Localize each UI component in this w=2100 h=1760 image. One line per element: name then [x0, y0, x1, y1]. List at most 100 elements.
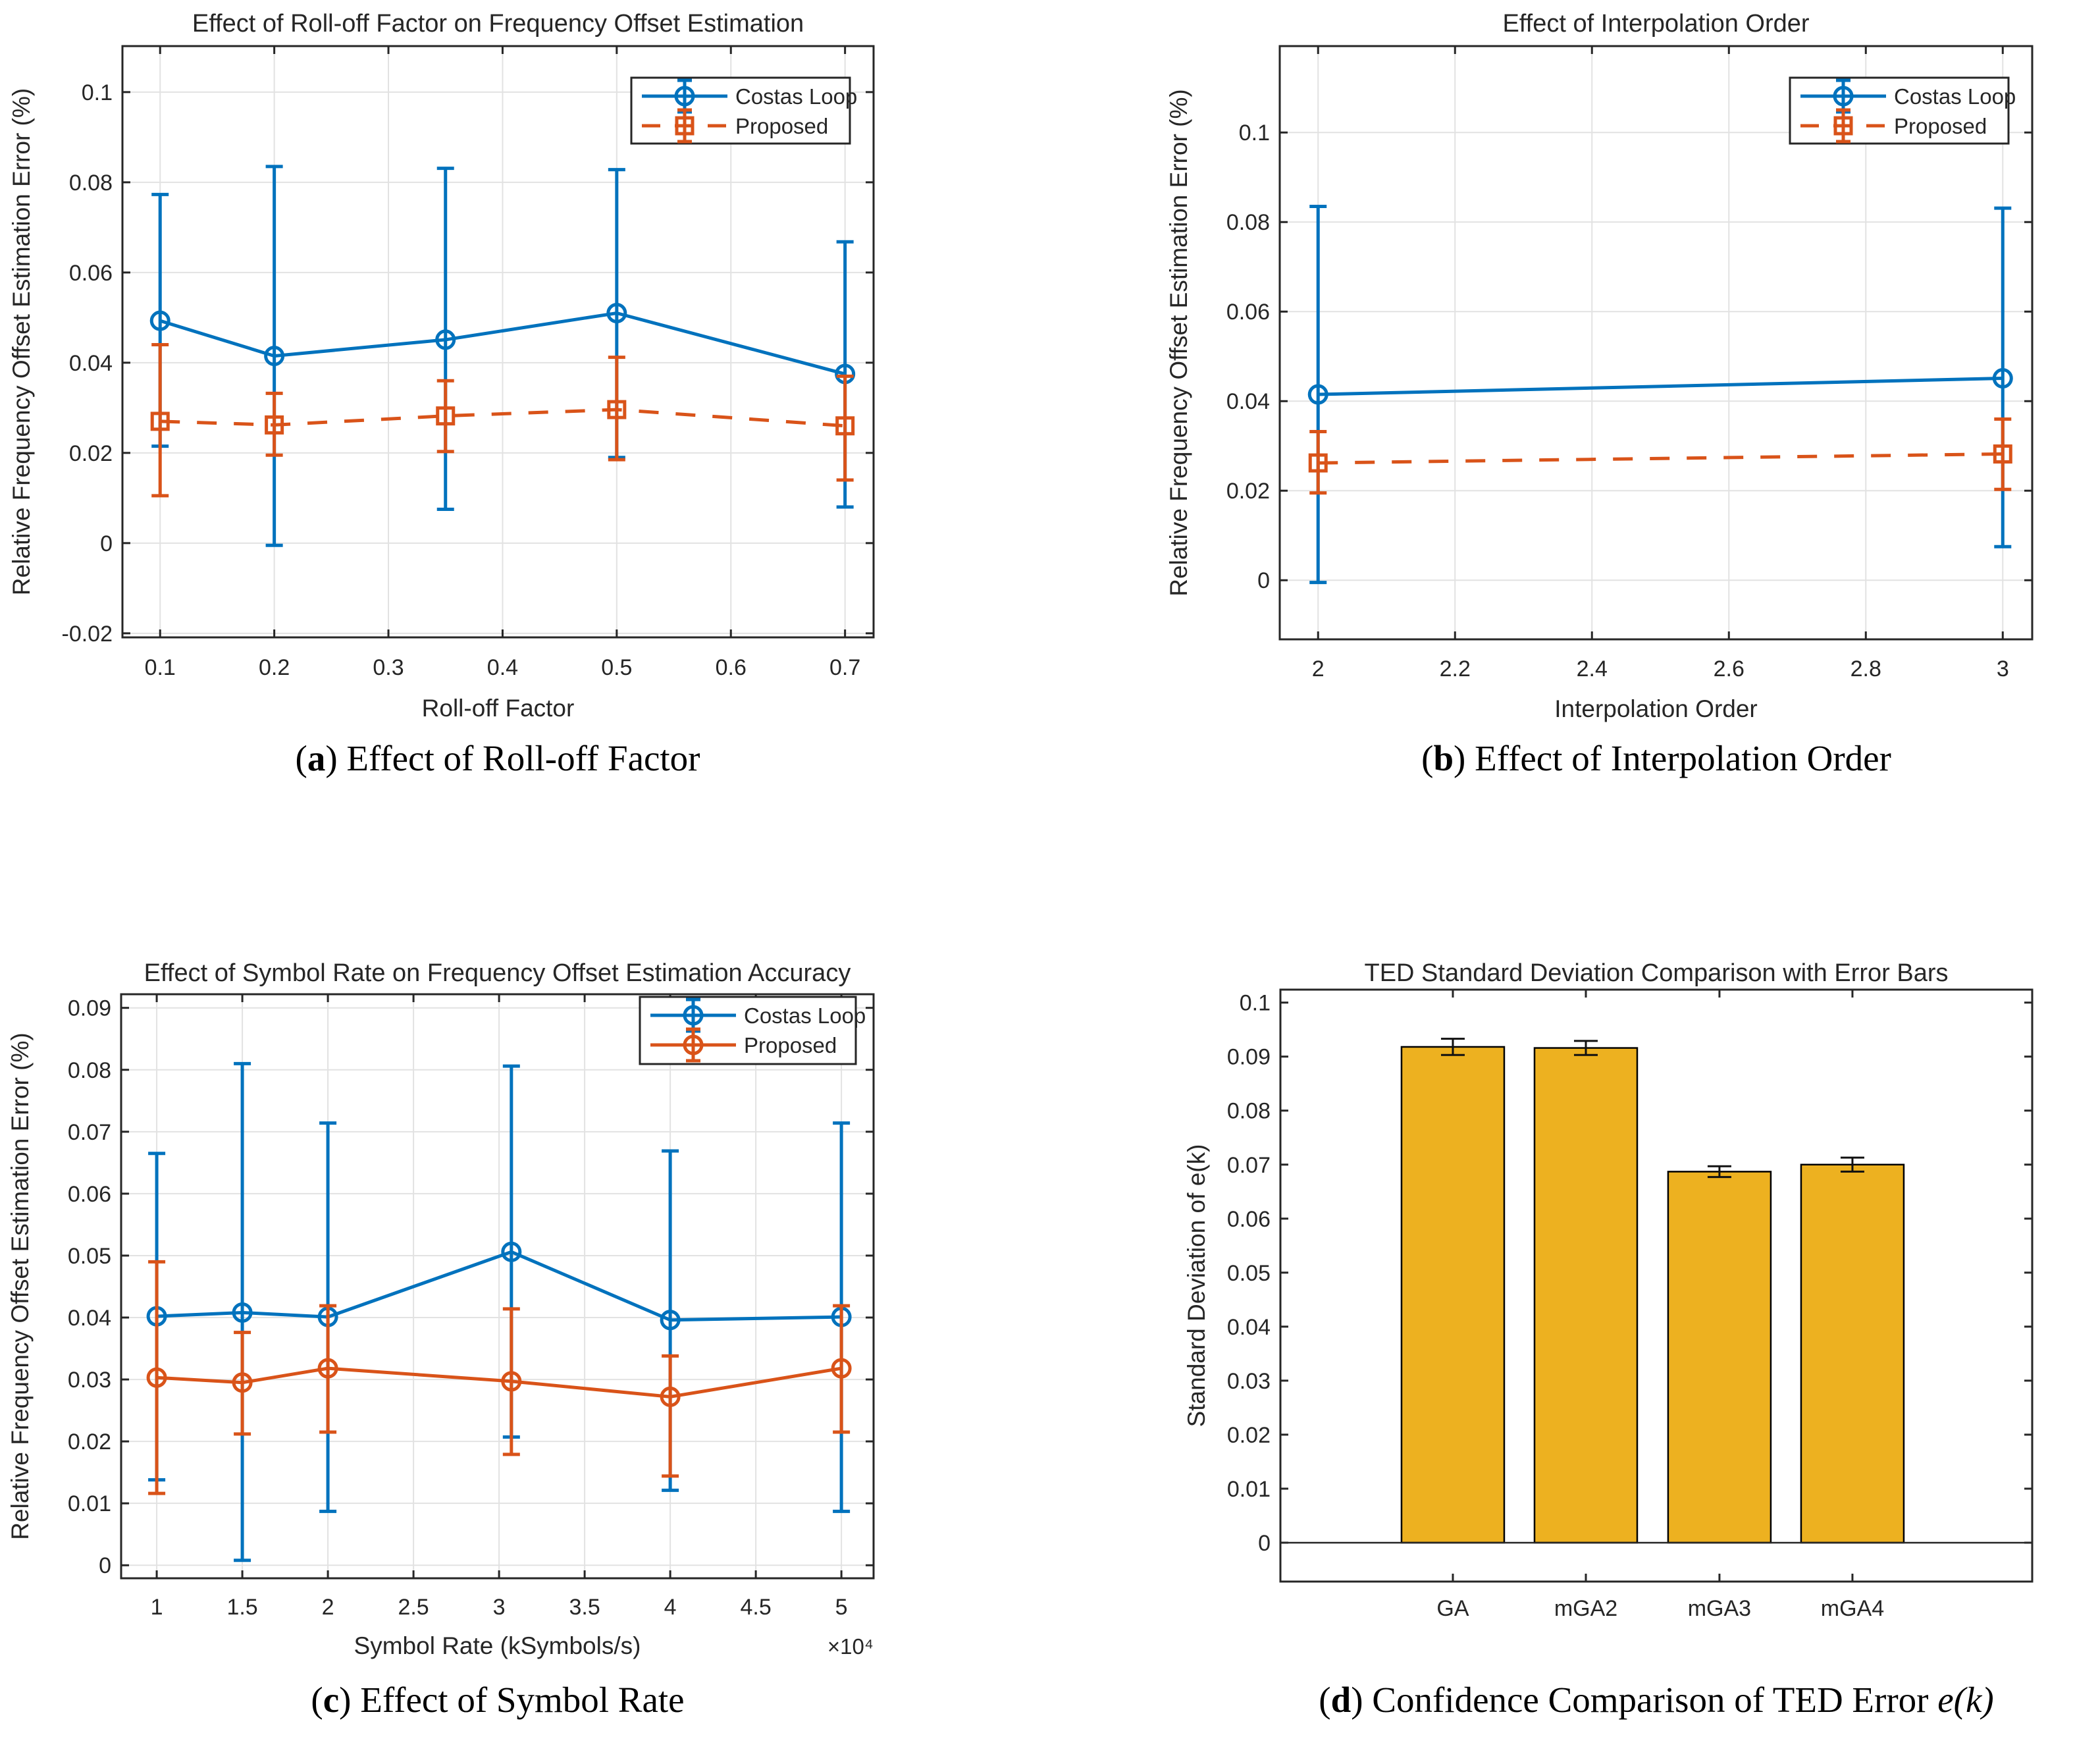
y-tick-label: 0.04 — [1227, 1315, 1271, 1340]
marker-square — [1993, 444, 2012, 464]
caption-b-text: Effect of Interpolation Order — [1475, 738, 1891, 778]
x-tick-label: 0.3 — [373, 655, 404, 680]
y-tick-label: 0.02 — [69, 441, 113, 466]
ticks: 0 0.01 0.02 0.03 0.04 0.05 0.06 0.07 0.08 0.09 0.1 — [1227, 990, 2032, 1582]
y-tick-label: 0.08 — [68, 1058, 111, 1083]
panel-d: 0 0.01 0.02 0.03 0.04 0.05 0.06 0.07 0.08 0.09 0.1… — [1183, 959, 2034, 1621]
caption-c-suffix: ) — [339, 1680, 361, 1720]
caption-d-math: e(k) — [1937, 1680, 1994, 1720]
caption-a-letter: a — [307, 738, 326, 778]
marker-circle — [660, 1310, 681, 1331]
marker-circle — [232, 1302, 253, 1323]
x-tick-label: 4 — [664, 1595, 677, 1620]
chart-title: Effect of Interpolation Order — [1502, 10, 1809, 38]
y-tick-label: 0.06 — [68, 1182, 111, 1207]
bar-mGA2 — [1533, 1047, 1639, 1544]
panel-c: 1 1.5 2 2.5 3 3.5 4 4.5 5 0 0.01 0.02 0.03 0.04 0.05 0.… — [7, 959, 875, 1659]
y-tick-label: 0.01 — [68, 1491, 111, 1516]
y-axis-label: Relative Frequency Offset Estimation Err… — [1165, 89, 1192, 596]
series-proposed — [146, 1260, 852, 1495]
caption-a-suffix: ) — [325, 738, 347, 778]
x-tick-label: 5 — [835, 1595, 848, 1620]
ticks: 2 2.2 2.4 2.6 2.8 3 0 0.02 0.04 0.06 0.08 0.1 — [1226, 46, 2032, 681]
caption-b-prefix: ( — [1421, 738, 1434, 778]
x-axis-label: Interpolation Order — [1554, 695, 1758, 722]
series-proposed — [1308, 417, 2012, 495]
y-tick-label: 0 — [99, 1553, 111, 1578]
y-axis-label: Relative Frequency Offset Estimation Err… — [8, 88, 35, 595]
y-tick-label: 0.06 — [69, 261, 113, 286]
x-axis-multiplier: ×10⁴ — [827, 1634, 874, 1659]
bar-mGA3 — [1667, 1171, 1772, 1544]
marker-circle — [264, 346, 285, 367]
marker-circle — [660, 1386, 681, 1407]
x-tick-label: 0.7 — [829, 655, 860, 680]
marker-circle — [317, 1358, 338, 1379]
y-tick-label: 0.05 — [1227, 1261, 1271, 1286]
marker-circle — [146, 1367, 167, 1388]
y-tick-label: 0.02 — [68, 1429, 111, 1454]
category-label-mGA4: mGA4 — [1821, 1596, 1884, 1621]
chart-title: TED Standard Deviation Comparison with E… — [1364, 959, 1948, 987]
x-tick-label: 1.5 — [226, 1595, 257, 1620]
legend: Costas Loop Proposed — [1789, 76, 2016, 145]
marker-circle — [1992, 368, 2013, 389]
x-tick-label: 0.6 — [716, 655, 747, 680]
y-tick-label: 0.1 — [1239, 120, 1270, 146]
x-tick-label: 0.1 — [145, 655, 176, 680]
legend-label: Proposed — [735, 114, 828, 138]
series-costas-loop — [1307, 204, 2013, 585]
panel-b: 2 2.2 2.4 2.6 2.8 3 0 0.02 0.04 0.06 0.08 0.1 Effect… — [1165, 10, 2034, 722]
y-tick-label: 0.05 — [68, 1244, 111, 1269]
y-tick-label: 0.07 — [68, 1120, 111, 1145]
caption-a-prefix: ( — [295, 738, 307, 778]
x-tick-label: 3.5 — [569, 1595, 600, 1620]
y-tick-label: 0.04 — [69, 351, 113, 376]
legend-label: Costas Loop — [735, 84, 857, 109]
bars — [1400, 1038, 1905, 1544]
y-tick-label: 0 — [1257, 568, 1270, 593]
chart-title: Effect of Roll-off Factor on Frequency O… — [192, 10, 804, 38]
axes-box — [1279, 988, 2034, 1583]
axes-box — [120, 993, 875, 1580]
marker-circle — [501, 1371, 522, 1392]
y-tick-label: 0.03 — [1227, 1369, 1271, 1394]
axes-box — [121, 45, 875, 639]
x-tick-label: 3 — [493, 1595, 506, 1620]
legend-label: Costas Loop — [1894, 84, 2016, 109]
bar-GA — [1400, 1046, 1506, 1544]
y-tick-label: 0.06 — [1226, 300, 1270, 325]
x-tick-label: 2.4 — [1577, 656, 1608, 681]
marker-circle — [501, 1241, 522, 1262]
x-tick-label: 2 — [322, 1595, 334, 1620]
y-tick-label: 0.04 — [68, 1306, 111, 1331]
y-tick-label: 0.09 — [1227, 1045, 1271, 1070]
marker-square — [436, 406, 456, 426]
marker-circle — [606, 303, 627, 324]
x-axis-label: Roll-off Factor — [422, 695, 575, 722]
caption-b-suffix: ) — [1454, 738, 1475, 778]
marker-square — [265, 415, 284, 435]
y-tick-label: 0.08 — [1226, 210, 1270, 235]
marker-circle — [149, 310, 171, 331]
grid — [121, 994, 874, 1578]
marker-square — [1308, 453, 1328, 473]
y-axis-label: Standard Deviation of e(k) — [1183, 1144, 1210, 1427]
y-tick-label: 0.01 — [1227, 1477, 1271, 1502]
caption-d-text: Confidence Comparison of TED Error — [1372, 1680, 1938, 1720]
y-tick-label: 0.08 — [69, 171, 113, 196]
legend: Costas Loop Proposed — [630, 76, 857, 145]
marker-circle — [831, 1358, 852, 1379]
y-axis-label: Relative Frequency Offset Estimation Err… — [7, 1032, 34, 1539]
y-tick-label: 0.02 — [1226, 479, 1270, 504]
caption-c-prefix: ( — [311, 1680, 323, 1720]
y-tick-label: 0.08 — [1227, 1099, 1271, 1124]
y-tick-label: 0.09 — [68, 996, 111, 1021]
y-tick-label: 0.07 — [1227, 1153, 1271, 1178]
marker-circle — [1307, 384, 1328, 405]
x-tick-label: 0.5 — [601, 655, 632, 680]
marker-square — [835, 416, 855, 436]
chart-title: Effect of Symbol Rate on Frequency Offse… — [144, 959, 851, 987]
y-tick-label: -0.02 — [62, 622, 113, 647]
y-tick-label: 0.1 — [1240, 991, 1271, 1016]
